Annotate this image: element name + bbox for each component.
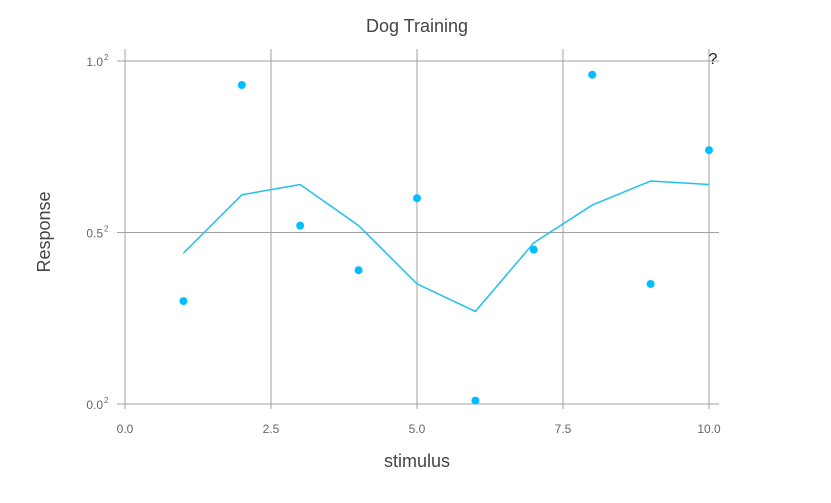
y-tick-label: 0.5 bbox=[86, 227, 103, 241]
y-axis-label: Response bbox=[34, 191, 54, 272]
scatter-point bbox=[354, 266, 363, 275]
scatter-point bbox=[471, 396, 480, 405]
grid bbox=[117, 49, 719, 409]
x-tick-label: 0.0 bbox=[117, 422, 134, 436]
scatter-point bbox=[646, 279, 655, 288]
x-axis-ticks: 0.0 2.5 5.0 7.5 10.0 bbox=[117, 422, 721, 436]
x-tick-label: 2.5 bbox=[263, 422, 280, 436]
y-tick-exponent: 2 bbox=[104, 53, 109, 62]
scatter-point bbox=[529, 245, 538, 254]
corner-note: ? bbox=[709, 51, 718, 68]
x-tick-label: 7.5 bbox=[555, 422, 572, 436]
scatter-point bbox=[179, 297, 188, 306]
y-tick-exponent: 2 bbox=[104, 225, 109, 234]
y-axis-ticks: 0.0 20.5 21.0 2 bbox=[86, 53, 109, 412]
scatter-point bbox=[588, 70, 597, 79]
fit-lines bbox=[182, 180, 710, 313]
y-tick-exponent: 2 bbox=[104, 396, 109, 405]
fit-line bbox=[182, 180, 710, 313]
chart-title: Dog Training bbox=[366, 16, 468, 36]
y-tick-label: 1.0 bbox=[86, 55, 103, 69]
scatter-point bbox=[705, 146, 713, 155]
scatter-point bbox=[413, 194, 421, 203]
scatter-point bbox=[296, 221, 305, 230]
y-tick-label: 0.0 bbox=[86, 398, 103, 412]
x-tick-label: 5.0 bbox=[409, 422, 426, 436]
data-points bbox=[179, 70, 713, 405]
scatter-point bbox=[237, 81, 246, 90]
x-axis-label: stimulus bbox=[384, 451, 450, 471]
x-tick-label: 10.0 bbox=[697, 422, 721, 436]
